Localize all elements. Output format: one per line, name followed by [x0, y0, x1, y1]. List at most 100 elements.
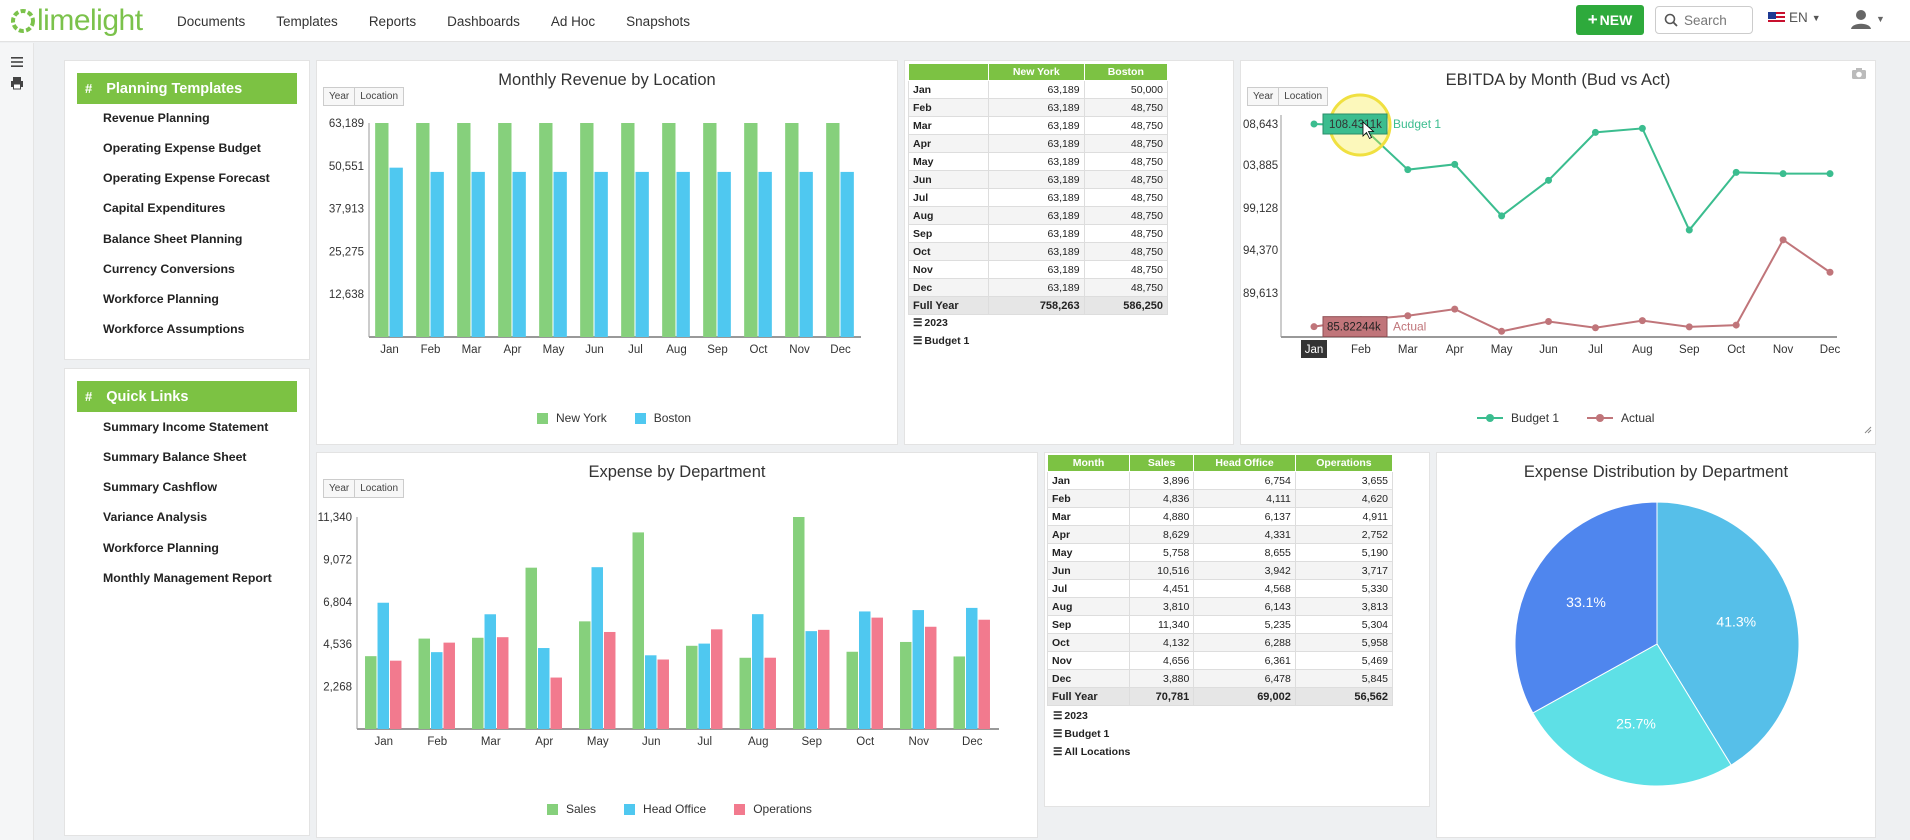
data-point[interactable] — [1451, 305, 1459, 313]
user-menu[interactable]: ▼ — [1850, 8, 1885, 30]
bar[interactable] — [793, 517, 805, 729]
link-workforce-planning[interactable]: Workforce Planning — [103, 292, 219, 306]
year-button[interactable]: Year — [323, 87, 356, 106]
new-button[interactable]: + NEW — [1576, 5, 1644, 35]
bar[interactable] — [550, 677, 562, 729]
pie-slice[interactable] — [1514, 501, 1658, 714]
filter-year[interactable]: ☰ 2023 — [1053, 710, 1088, 722]
bar[interactable] — [594, 171, 608, 337]
data-point[interactable] — [1685, 323, 1693, 331]
bar[interactable] — [389, 167, 403, 337]
data-point[interactable] — [1498, 212, 1506, 220]
legend-item-new-york[interactable]: New York — [537, 411, 607, 425]
bar[interactable] — [739, 657, 752, 729]
filter-location[interactable]: ☰ All Locations — [1053, 746, 1130, 758]
bar[interactable] — [953, 656, 966, 729]
data-point[interactable] — [1826, 268, 1834, 276]
data-point[interactable] — [1498, 327, 1506, 335]
nav-reports[interactable]: Reports — [368, 13, 417, 29]
bar[interactable] — [871, 617, 883, 729]
data-point[interactable] — [1638, 124, 1646, 132]
limelight-logo[interactable]: limelight — [9, 3, 143, 39]
link-balance-sheet-planning[interactable]: Balance Sheet Planning — [103, 232, 243, 246]
year-button[interactable]: Year — [323, 479, 356, 498]
location-button[interactable]: Location — [355, 479, 405, 498]
legend-item-operations[interactable]: Operations — [734, 802, 812, 816]
bar[interactable] — [717, 171, 731, 337]
link-currency-conversions[interactable]: Currency Conversions — [103, 262, 235, 276]
data-point[interactable] — [1451, 160, 1459, 168]
data-point[interactable] — [1732, 168, 1740, 176]
link-workforce-planning-quick[interactable]: Workforce Planning — [103, 541, 219, 555]
data-point[interactable] — [1779, 170, 1787, 178]
bar[interactable] — [912, 610, 924, 729]
data-point[interactable] — [1404, 312, 1412, 320]
bar[interactable] — [431, 652, 443, 729]
bar[interactable] — [703, 123, 717, 337]
bar[interactable] — [484, 614, 496, 729]
bar[interactable] — [498, 123, 512, 337]
year-button[interactable]: Year — [1247, 87, 1280, 106]
data-point[interactable] — [1545, 176, 1553, 184]
bar[interactable] — [430, 171, 444, 337]
data-point[interactable] — [1779, 236, 1787, 244]
bar[interactable] — [579, 621, 591, 729]
bar[interactable] — [924, 626, 937, 729]
data-point[interactable] — [1310, 323, 1318, 331]
bar[interactable] — [785, 123, 799, 337]
bar[interactable] — [621, 123, 635, 337]
link-summary-cashflow[interactable]: Summary Cashflow — [103, 480, 218, 494]
bar[interactable] — [966, 607, 978, 729]
bar[interactable] — [443, 642, 455, 729]
bar[interactable] — [978, 619, 990, 729]
search-input[interactable]: Search — [1655, 6, 1753, 34]
bar[interactable] — [799, 171, 813, 337]
bar[interactable] — [752, 614, 764, 729]
link-revenue-planning[interactable]: Revenue Planning — [103, 111, 210, 125]
link-operating-expense-forecast[interactable]: Operating Expense Forecast — [103, 171, 270, 185]
bar[interactable] — [805, 631, 817, 729]
nav-templates[interactable]: Templates — [276, 13, 338, 29]
bar[interactable] — [539, 123, 553, 337]
bar[interactable] — [377, 602, 389, 729]
location-button[interactable]: Location — [1279, 87, 1329, 106]
legend-item-actual[interactable]: Actual — [1587, 411, 1654, 425]
data-point[interactable] — [1545, 318, 1553, 326]
resize-grip-icon[interactable] — [1864, 426, 1872, 434]
bar[interactable] — [553, 171, 567, 337]
bar[interactable] — [525, 567, 538, 729]
bar[interactable] — [840, 171, 854, 337]
pie-slice[interactable] — [1656, 501, 1800, 766]
link-summary-balance-sheet[interactable]: Summary Balance Sheet — [103, 450, 247, 464]
link-monthly-management-report[interactable]: Monthly Management Report — [103, 571, 272, 585]
legend-item-budget[interactable]: Budget 1 — [1477, 411, 1559, 425]
data-point[interactable] — [1591, 128, 1599, 136]
legend-item-sales[interactable]: Sales — [547, 802, 596, 816]
bar[interactable] — [538, 648, 550, 729]
nav-adhoc[interactable]: Ad Hoc — [550, 13, 596, 29]
data-point[interactable] — [1826, 170, 1834, 178]
bar[interactable] — [686, 645, 698, 729]
bar[interactable] — [632, 532, 645, 729]
nav-documents[interactable]: Documents — [177, 13, 246, 29]
bar[interactable] — [472, 637, 484, 729]
bar[interactable] — [471, 171, 485, 337]
link-variance-analysis[interactable]: Variance Analysis — [103, 510, 208, 524]
bar[interactable] — [375, 123, 389, 337]
nav-snapshots[interactable]: Snapshots — [626, 13, 690, 29]
bar[interactable] — [603, 631, 616, 729]
bar[interactable] — [496, 637, 509, 729]
bar[interactable] — [859, 611, 871, 729]
link-summary-income-statement[interactable]: Summary Income Statement — [103, 420, 269, 434]
pie-slice[interactable] — [1532, 643, 1732, 787]
bar[interactable] — [817, 629, 830, 729]
bar[interactable] — [580, 123, 594, 337]
print-icon[interactable] — [10, 76, 24, 90]
bar[interactable] — [826, 123, 840, 337]
bar[interactable] — [744, 123, 758, 337]
bar[interactable] — [389, 660, 402, 729]
data-point[interactable] — [1404, 166, 1412, 174]
language-selector[interactable]: EN ▼ — [1768, 10, 1821, 25]
data-point[interactable] — [1310, 120, 1318, 128]
data-point[interactable] — [1732, 321, 1740, 329]
